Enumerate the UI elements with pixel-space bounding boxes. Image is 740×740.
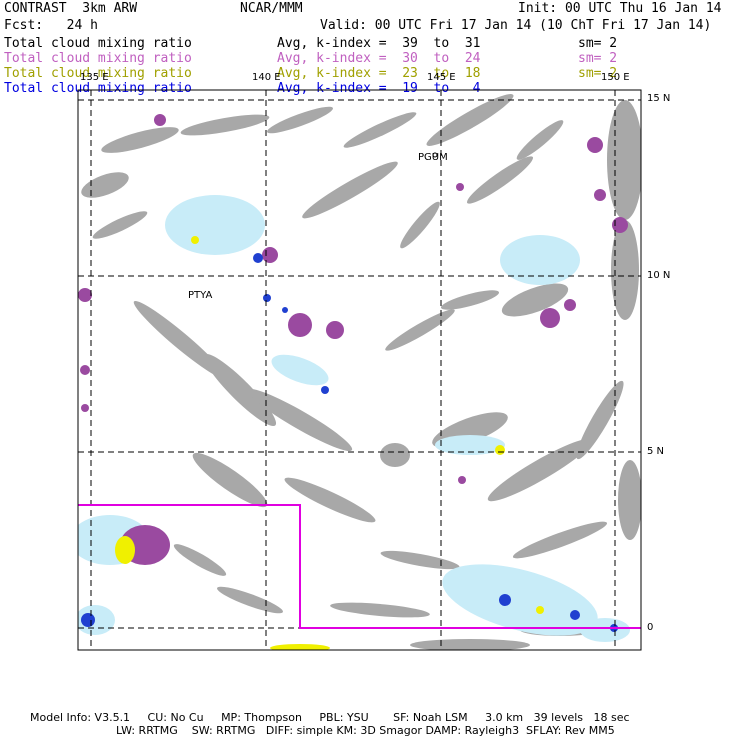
lat-label-5n: 5 N — [647, 446, 665, 457]
lat-label-15n: 15 N — [647, 93, 671, 104]
lon-label-145: 145 E — [427, 72, 456, 83]
field-name-2: Total cloud mixing ratio — [4, 51, 192, 66]
lon-label-135: 135 E — [80, 72, 109, 83]
station-label-ptya: PTYA — [188, 290, 213, 301]
yellow-cloud-field — [115, 236, 544, 650]
field-name-1: Total cloud mixing ratio — [4, 36, 192, 51]
blue-cloud-cores — [81, 253, 618, 632]
lon-label-150: 150 E — [601, 72, 630, 83]
field-sm-1: sm= 2 — [578, 36, 618, 51]
lat-label-0: 0 — [647, 622, 654, 633]
station-label-pgum: PGUM — [418, 152, 448, 163]
model-info-line2: LW: RRTMG SW: RRTMG DIFF: simple KM: 3D … — [116, 724, 615, 737]
field-sm-2: sm= 2 — [578, 51, 618, 66]
lat-label-10n: 10 N — [647, 270, 671, 281]
field-stat-4: Avg, k-index = 19 to 4 — [277, 81, 481, 96]
field-name-3: Total cloud mixing ratio — [4, 66, 192, 81]
valid-time: Valid: 00 UTC Fri 17 Jan 14 (10 ChT Fri … — [320, 18, 712, 33]
plot-title: CONTRAST 3km ARW — [4, 1, 138, 16]
gray-cloud-field — [81, 94, 641, 650]
field-sm-3: sm= 2 — [578, 66, 618, 81]
model-info-line1: Model Info: V3.5.1 CU: No Cu MP: Thompso… — [30, 711, 630, 724]
forecast-hour: Fcst: 24 h — [4, 18, 98, 33]
lon-label-140: 140 E — [252, 72, 281, 83]
field-stat-1: Avg, k-index = 39 to 31 — [277, 36, 481, 51]
lightblue-cloud-field — [78, 195, 630, 642]
center-name: NCAR/MMM — [240, 1, 303, 16]
map-frame — [77, 89, 642, 651]
purple-cloud-field — [78, 114, 628, 565]
init-time: Init: 00 UTC Thu 16 Jan 14 — [518, 1, 722, 16]
lat-lon-grid — [78, 90, 641, 650]
field-stat-3: Avg, k-index = 23 to 18 — [277, 66, 481, 81]
field-stat-2: Avg, k-index = 30 to 24 — [277, 51, 481, 66]
subdomain-boundary — [78, 504, 641, 629]
field-name-4: Total cloud mixing ratio — [4, 81, 192, 96]
